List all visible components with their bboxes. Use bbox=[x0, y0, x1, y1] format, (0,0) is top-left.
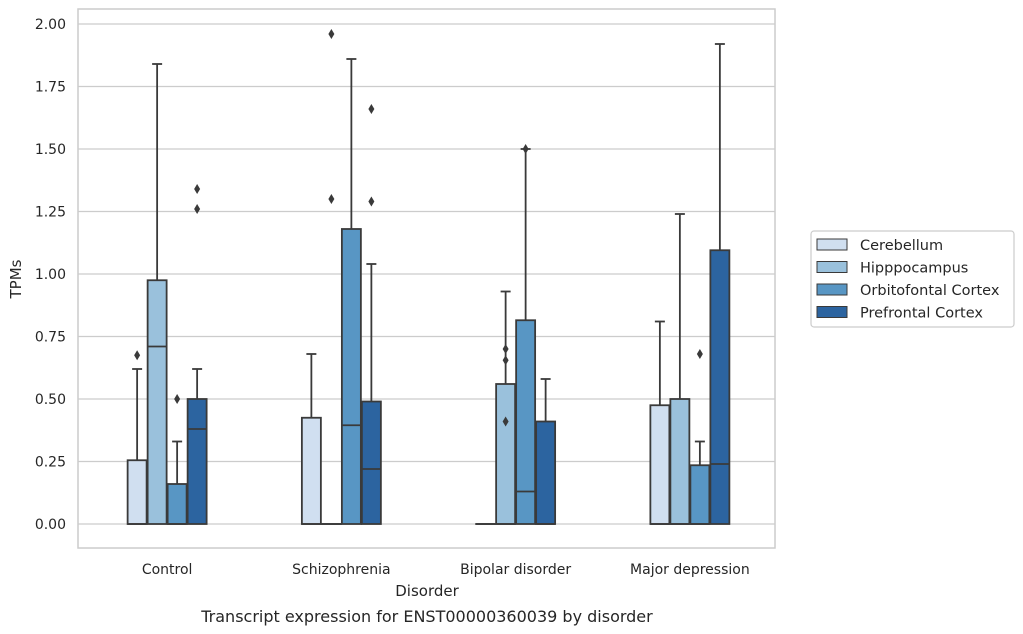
box-body bbox=[649, 404, 671, 525]
outlier-marker bbox=[368, 104, 375, 114]
box bbox=[709, 43, 731, 525]
box-body bbox=[515, 319, 537, 525]
y-tick-label: 1.25 bbox=[35, 205, 66, 221]
box bbox=[495, 290, 517, 525]
box-body bbox=[709, 249, 731, 525]
y-tick-label: 1.00 bbox=[35, 267, 66, 283]
outlier-marker bbox=[502, 344, 509, 354]
box-body bbox=[166, 483, 188, 525]
legend: Cerebellum Hipppocampus Orbitofontal Corte… bbox=[810, 230, 1015, 328]
box bbox=[186, 184, 208, 525]
plot-frame bbox=[77, 8, 776, 549]
series-prefrontal-cortex bbox=[186, 43, 731, 525]
outlier-marker bbox=[194, 204, 201, 214]
outlier-marker bbox=[696, 349, 703, 359]
box bbox=[126, 350, 148, 525]
box-body bbox=[300, 416, 322, 525]
y-axis-label: TPMs bbox=[7, 259, 25, 299]
x-tick-label: Bipolar disorder bbox=[460, 562, 571, 578]
box bbox=[340, 58, 362, 525]
box bbox=[515, 144, 537, 525]
box-body bbox=[689, 464, 711, 525]
box-body bbox=[495, 383, 517, 525]
outlier-marker bbox=[368, 196, 375, 207]
outlier-marker bbox=[194, 184, 201, 194]
series-hipppocampus bbox=[146, 29, 691, 525]
y-tick-label: 0.50 bbox=[35, 392, 66, 408]
legend-label: Orbitofontal Cortex bbox=[860, 283, 1000, 299]
box-body bbox=[186, 398, 208, 525]
y-tick-label: 0.00 bbox=[35, 517, 66, 533]
legend-swatch bbox=[816, 261, 848, 273]
x-axis-ticks: Control Schizophrenia Bipolar disorder Majo… bbox=[142, 562, 750, 578]
series-orbitofontal-cortex bbox=[166, 58, 711, 525]
legend-label: Hipppocampus bbox=[860, 261, 968, 277]
x-tick-label: Major depression bbox=[630, 562, 750, 578]
outlier-marker bbox=[174, 394, 181, 404]
box bbox=[166, 394, 188, 525]
box bbox=[535, 378, 557, 525]
outlier-marker bbox=[522, 144, 529, 154]
y-tick-label: 1.75 bbox=[35, 80, 66, 96]
box bbox=[146, 63, 168, 525]
plot-border bbox=[77, 8, 776, 549]
x-tick-label: Control bbox=[142, 562, 193, 578]
legend-swatch bbox=[816, 283, 848, 296]
y-tick-label: 0.75 bbox=[35, 330, 66, 346]
box-body bbox=[669, 398, 691, 525]
legend-label: Prefrontal Cortex bbox=[860, 306, 983, 322]
box bbox=[689, 349, 711, 525]
chart-caption: Transcript expression for ENST0000036003… bbox=[200, 607, 653, 626]
box-body bbox=[340, 228, 362, 525]
legend-swatch bbox=[816, 306, 848, 318]
box-body bbox=[360, 400, 382, 525]
outlier-marker bbox=[328, 29, 335, 39]
box-body bbox=[126, 459, 148, 525]
box-body bbox=[146, 279, 168, 525]
x-axis-label: Disorder bbox=[395, 582, 459, 600]
y-tick-label: 0.25 bbox=[35, 455, 66, 471]
box bbox=[320, 29, 342, 525]
outlier-marker bbox=[502, 355, 509, 366]
box bbox=[649, 320, 671, 525]
legend-frame bbox=[810, 230, 1015, 328]
box bbox=[300, 353, 322, 525]
x-tick-label: Schizophrenia bbox=[292, 562, 390, 578]
y-tick-label: 2.00 bbox=[35, 17, 66, 33]
box-series bbox=[126, 29, 731, 525]
outlier-marker bbox=[134, 350, 141, 361]
box bbox=[360, 104, 382, 525]
outlier-marker bbox=[502, 416, 509, 427]
legend-swatch bbox=[816, 238, 848, 251]
legend-label: Cerebellum bbox=[860, 238, 943, 254]
y-tick-label: 1.50 bbox=[35, 142, 66, 158]
outlier-marker bbox=[328, 194, 335, 204]
y-axis-ticks: 0.00 0.25 0.50 0.75 1.00 1.25 1.50 1.75 2.00 bbox=[35, 17, 66, 533]
box-body bbox=[535, 420, 557, 525]
box bbox=[669, 213, 691, 525]
series-cerebellum bbox=[126, 320, 671, 525]
